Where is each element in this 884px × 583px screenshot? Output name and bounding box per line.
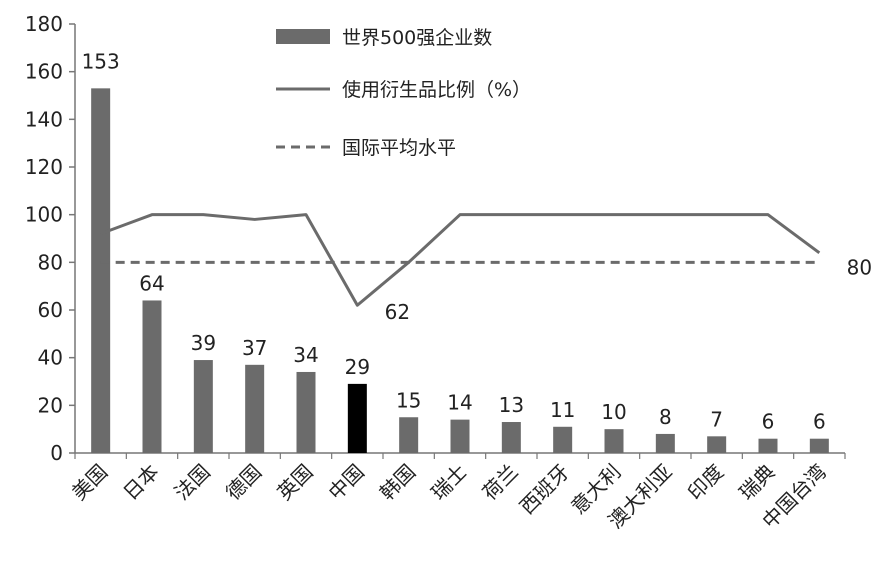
bar-value-label: 39 xyxy=(191,331,216,355)
bar xyxy=(758,438,778,453)
bar xyxy=(604,429,624,453)
axes: 0 20 40 60 80 100 120 140 160 180 xyxy=(25,12,846,465)
category-label: 中国 xyxy=(324,460,369,505)
legend-label-bar: 世界500强企业数 xyxy=(342,27,492,49)
category-label: 法国 xyxy=(170,460,215,505)
bar-value-label: 8 xyxy=(659,405,672,429)
bar-value-label: 37 xyxy=(242,336,267,360)
bar-value-label: 34 xyxy=(293,343,318,367)
legend-label-line: 使用衍生品比例（%） xyxy=(342,79,531,101)
legend-swatch-bar xyxy=(276,29,330,44)
bar-value-label: 64 xyxy=(139,271,164,295)
category-label: 英国 xyxy=(272,460,317,505)
bar-value-label: 10 xyxy=(601,400,626,424)
bar-value-label: 153 xyxy=(82,49,120,73)
y-tick-label: 140 xyxy=(25,107,63,131)
bars xyxy=(91,88,829,453)
legend: 世界500强企业数 使用衍生品比例（%） 国际平均水平 xyxy=(276,27,531,159)
bar xyxy=(91,88,111,453)
y-tick-label: 80 xyxy=(38,250,63,274)
bar-value-label: 15 xyxy=(396,388,421,412)
bar xyxy=(399,417,419,453)
y-tick-label: 120 xyxy=(25,155,63,179)
y-tick-label: 0 xyxy=(50,441,63,465)
y-tick-label: 60 xyxy=(38,298,63,322)
bar-value-label: 6 xyxy=(762,410,775,434)
bar xyxy=(296,371,316,453)
bar xyxy=(553,426,573,453)
category-label: 印度 xyxy=(683,460,728,505)
category-label: 德国 xyxy=(221,460,266,505)
bar-value-label: 14 xyxy=(447,391,472,415)
y-tick-label: 40 xyxy=(38,346,63,370)
data-labels: 153 64 39 37 34 29 15 14 13 11 10 8 7 6 6 62 80 xyxy=(82,49,872,433)
category-label: 美国 xyxy=(67,460,112,505)
derivative-ratio-line xyxy=(100,213,821,307)
bar-value-label: 6 xyxy=(813,410,826,434)
y-tick-label: 20 xyxy=(38,393,63,417)
bar xyxy=(707,436,727,453)
category-label: 韩国 xyxy=(375,460,420,505)
bar xyxy=(655,433,675,453)
bar-value-label: 13 xyxy=(499,393,524,417)
bar-value-label: 29 xyxy=(345,355,370,379)
bar xyxy=(450,419,470,453)
y-tick-label: 100 xyxy=(25,203,63,227)
category-label: 西班牙 xyxy=(515,460,574,519)
lines xyxy=(100,213,821,307)
bar xyxy=(245,364,265,453)
bar xyxy=(142,300,162,453)
average-label: 80 xyxy=(847,255,872,279)
category-label: 瑞典 xyxy=(734,460,779,505)
bar xyxy=(347,383,367,453)
bar-value-label: 11 xyxy=(550,398,575,422)
category-label: 荷兰 xyxy=(478,460,523,505)
bar xyxy=(809,438,829,453)
category-label: 瑞士 xyxy=(426,460,471,505)
y-tick-label: 180 xyxy=(25,12,63,36)
bar xyxy=(501,422,521,453)
category-label: 日本 xyxy=(118,460,163,505)
y-tick-label: 160 xyxy=(25,60,63,84)
legend-label-dashed: 国际平均水平 xyxy=(342,137,456,159)
bar xyxy=(193,360,213,453)
line-min-label: 62 xyxy=(385,300,410,324)
bar-value-label: 7 xyxy=(710,407,723,431)
